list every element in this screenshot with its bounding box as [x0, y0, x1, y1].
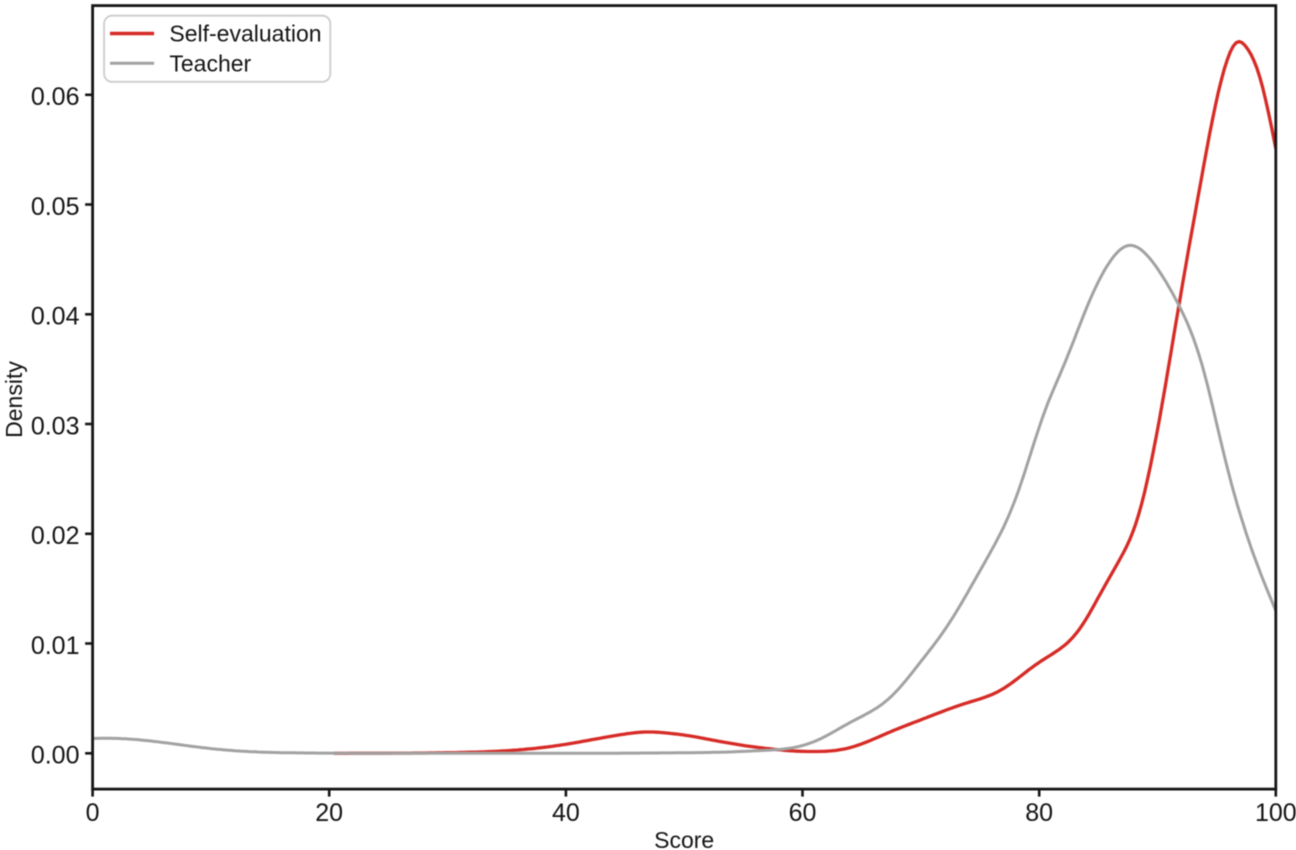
svg-text:100: 100 [1255, 799, 1296, 827]
svg-text:0.00: 0.00 [31, 742, 80, 770]
svg-text:0: 0 [86, 799, 100, 827]
svg-text:Teacher: Teacher [169, 50, 251, 76]
svg-text:Self-evaluation: Self-evaluation [169, 21, 321, 47]
svg-text:80: 80 [1025, 799, 1053, 827]
svg-text:Density: Density [1, 361, 27, 438]
svg-text:40: 40 [552, 799, 580, 827]
svg-text:0.06: 0.06 [31, 83, 80, 111]
svg-text:Score: Score [654, 827, 714, 850]
svg-text:0.02: 0.02 [31, 522, 80, 550]
svg-text:0.04: 0.04 [31, 303, 80, 331]
svg-text:20: 20 [315, 799, 343, 827]
svg-text:60: 60 [789, 799, 817, 827]
svg-text:0.03: 0.03 [31, 412, 80, 440]
svg-text:0.01: 0.01 [31, 632, 80, 660]
svg-text:0.05: 0.05 [31, 193, 80, 221]
